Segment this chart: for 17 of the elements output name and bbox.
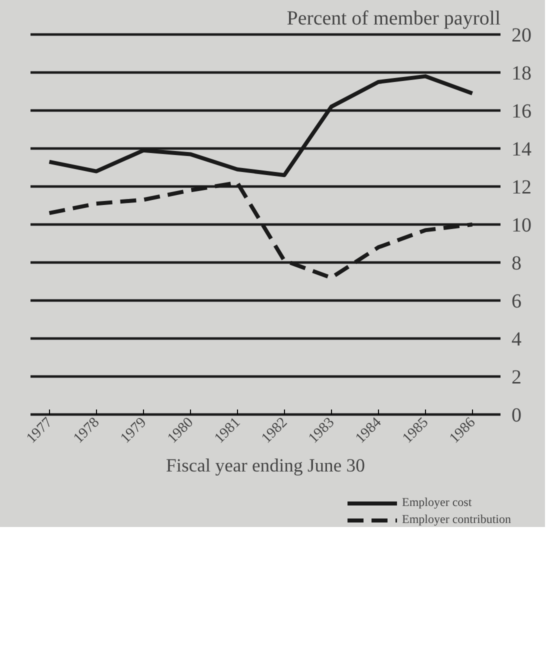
legend-label: Employer cost xyxy=(402,495,472,510)
y-tick-label: 4 xyxy=(512,328,522,350)
y-axis-title: Percent of member payroll xyxy=(286,8,501,30)
y-tick-label: 0 xyxy=(512,404,522,426)
y-tick-label: 8 xyxy=(512,252,522,274)
y-tick-label: 6 xyxy=(512,290,522,312)
line-series xyxy=(47,74,474,178)
line-series xyxy=(47,180,474,280)
legend-label: Employer contribution xyxy=(402,512,511,527)
y-tick-label: 20 xyxy=(512,24,532,46)
y-tick-label: 10 xyxy=(512,214,532,236)
y-tick-label: 2 xyxy=(512,366,522,388)
y-tick-label: 18 xyxy=(512,62,532,84)
y-tick-label: 14 xyxy=(512,138,532,160)
x-axis-title: Fiscal year ending June 30 xyxy=(166,455,365,476)
y-tick-label: 16 xyxy=(512,100,532,122)
y-tick-label: 12 xyxy=(512,176,532,198)
